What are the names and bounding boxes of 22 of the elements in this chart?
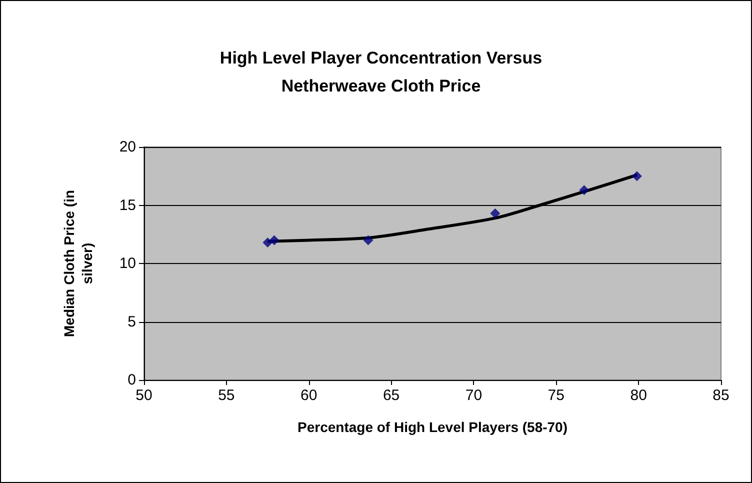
chart-title: High Level Player Concentration Versus Netherweave Cloth Price [220,48,542,96]
y-tick-label: 0 [128,372,136,388]
y-tick-label: 10 [119,255,136,272]
x-tick-label: 60 [300,387,318,404]
x-tick-label: 70 [465,387,482,404]
x-tick-label: 65 [382,387,400,404]
x-axis-title: Percentage of High Level Players (58-70) [298,419,568,435]
y-tick-label: 15 [119,196,136,214]
point [269,235,280,246]
y-axis-title: Median Cloth Price (in silver) [61,190,95,338]
y-tick-label: 20 [119,138,136,156]
point [490,208,500,218]
x-tick-label: 50 [136,387,152,404]
x-tick-label: 85 [712,387,730,404]
y-tick-label: 5 [128,313,136,330]
point [363,235,374,246]
x-tick-label: 80 [630,387,647,404]
point [632,171,642,182]
x-tick-label: 75 [548,387,564,404]
point [262,238,273,248]
point [579,185,590,196]
x-tick-label: 55 [218,387,235,404]
